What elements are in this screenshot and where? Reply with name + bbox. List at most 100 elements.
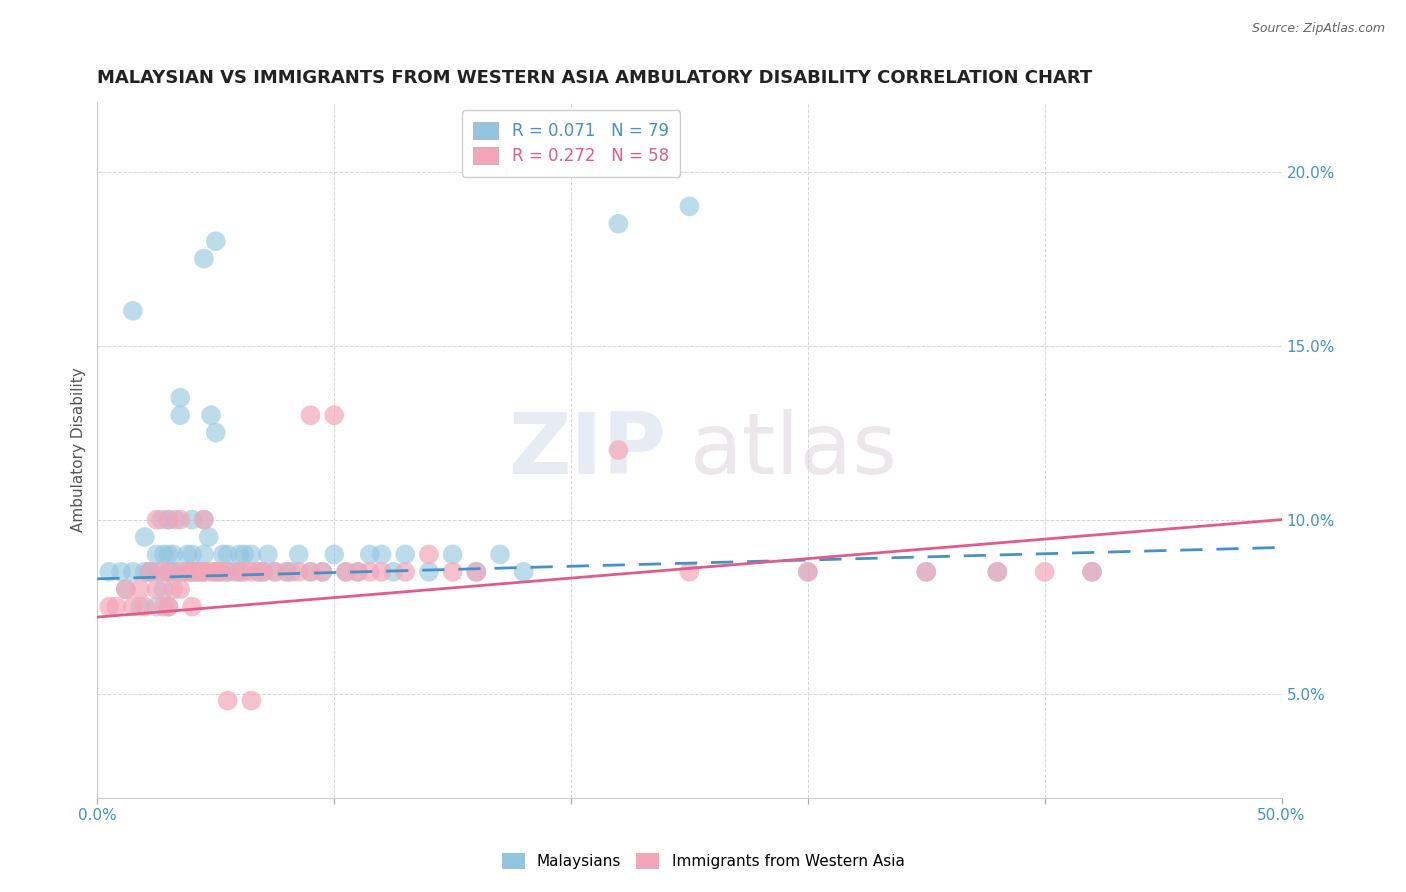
Point [217,565,239,579]
Point [209,565,232,579]
Point [276,565,298,579]
Point [162,548,184,562]
Point [145,599,167,614]
Point [181,599,204,614]
Point [157,513,180,527]
Point [157,565,180,579]
Point [152,548,174,562]
Point [169,408,191,422]
Point [1033,565,1056,579]
Point [204,565,226,579]
Point [176,548,198,562]
Point [441,548,464,562]
Point [986,565,1008,579]
Point [169,565,191,579]
Point [162,582,184,597]
Point [299,565,322,579]
Point [134,565,156,579]
Point [200,408,222,422]
Point [465,565,488,579]
Point [247,565,270,579]
Point [145,548,167,562]
Text: atlas: atlas [689,409,897,491]
Point [157,565,180,579]
Point [152,599,174,614]
Point [110,565,132,579]
Point [186,565,208,579]
Text: Source: ZipAtlas.com: Source: ZipAtlas.com [1251,22,1385,36]
Point [200,565,222,579]
Point [98,599,121,614]
Point [678,199,700,213]
Point [193,565,215,579]
Point [1081,565,1104,579]
Point [152,582,174,597]
Text: MALAYSIAN VS IMMIGRANTS FROM WESTERN ASIA AMBULATORY DISABILITY CORRELATION CHAR: MALAYSIAN VS IMMIGRANTS FROM WESTERN ASI… [97,69,1092,87]
Point [193,565,215,579]
Point [204,565,226,579]
Point [204,425,226,440]
Point [228,565,250,579]
Point [264,565,287,579]
Point [145,513,167,527]
Point [607,442,630,457]
Point [157,548,180,562]
Point [181,565,204,579]
Point [114,582,136,597]
Point [335,565,357,579]
Point [169,565,191,579]
Point [134,599,156,614]
Point [217,565,239,579]
Point [204,234,226,248]
Point [162,565,184,579]
Point [678,565,700,579]
Point [311,565,333,579]
Point [193,513,215,527]
Point [129,582,152,597]
Point [98,565,121,579]
Point [228,565,250,579]
Point [105,599,128,614]
Point [323,408,346,422]
Point [217,548,239,562]
Point [114,582,136,597]
Point [394,548,416,562]
Point [176,565,198,579]
Point [188,565,211,579]
Point [359,565,381,579]
Point [134,530,156,544]
Point [311,565,333,579]
Point [323,548,346,562]
Point [264,565,287,579]
Point [915,565,938,579]
Point [257,548,280,562]
Point [240,693,263,707]
Point [370,565,392,579]
Point [157,599,180,614]
Point [347,565,370,579]
Point [797,565,820,579]
Point [122,303,145,318]
Point [150,513,173,527]
Point [233,548,256,562]
Point [165,513,187,527]
Point [465,565,488,579]
Point [169,391,191,405]
Point [441,565,464,579]
Point [169,513,191,527]
Point [359,548,381,562]
Point [418,565,440,579]
Y-axis label: Ambulatory Disability: Ambulatory Disability [72,368,86,533]
Point [122,599,145,614]
Text: ZIP: ZIP [508,409,666,491]
Point [370,548,392,562]
Point [145,565,167,579]
Point [181,513,204,527]
Point [122,565,145,579]
Point [138,565,160,579]
Point [280,565,302,579]
Point [181,565,204,579]
Point [382,565,405,579]
Point [186,565,208,579]
Point [157,513,180,527]
